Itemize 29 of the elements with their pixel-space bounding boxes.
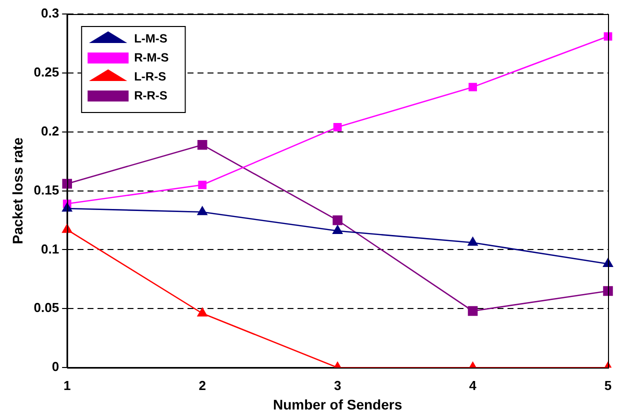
point	[333, 122, 342, 132]
x-tick-label: 5	[604, 378, 612, 393]
legend-label: R-R-S	[134, 88, 168, 102]
legend-label: L-M-S	[134, 31, 168, 46]
y-tick-label: 0.15	[34, 182, 60, 198]
y-axis-title: Packet loss rate	[9, 137, 26, 244]
point	[332, 225, 343, 234]
y-tick-label: 0.3	[41, 6, 60, 21]
y-tick-label: 0.1	[41, 241, 60, 256]
point	[197, 140, 208, 150]
x-axis-title: Number of Senders	[272, 396, 402, 412]
point	[62, 178, 72, 189]
point	[197, 308, 208, 317]
y-tick-label: 0	[52, 359, 60, 374]
x-tick-label: 3	[334, 378, 342, 393]
point	[468, 82, 477, 92]
point	[62, 224, 72, 233]
legend-label: R-M-S	[134, 50, 169, 64]
x-tick-label: 2	[198, 378, 206, 393]
point	[332, 215, 342, 226]
y-tick-label: 0.25	[34, 64, 60, 80]
point	[198, 180, 207, 190]
x-tick-label: 4	[469, 378, 478, 393]
point	[197, 206, 208, 216]
y-tick-label: 0.05	[34, 300, 60, 316]
x-tick-label: 1	[63, 378, 71, 393]
legend-label: L-R-S	[134, 69, 166, 84]
y-tick-label: 0.2	[41, 123, 60, 138]
point	[468, 237, 478, 246]
